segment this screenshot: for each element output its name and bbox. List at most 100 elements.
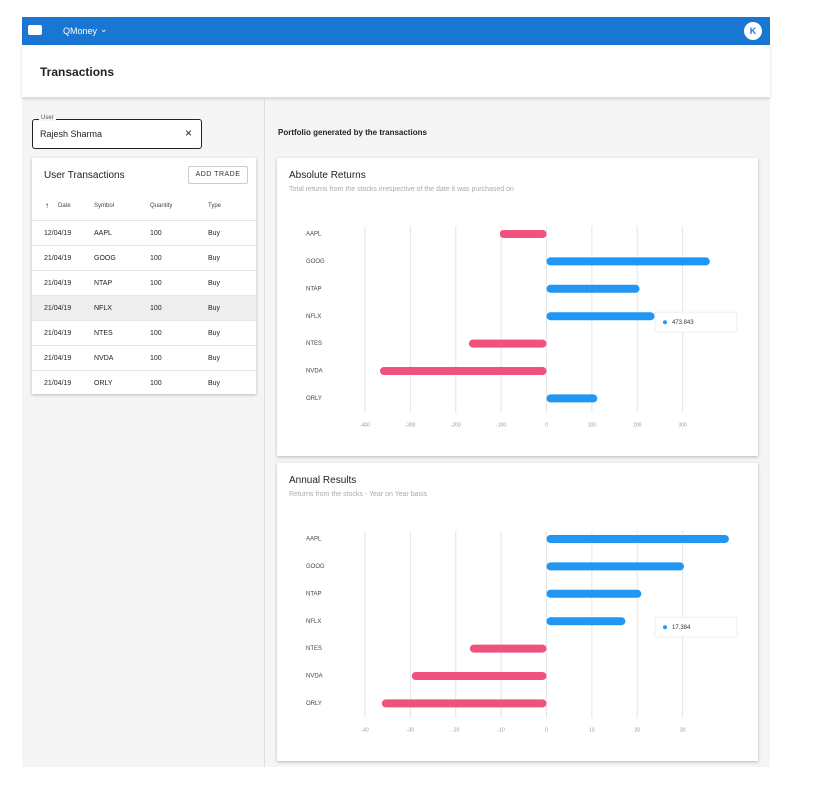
y-tick-label: ORLY [306, 396, 322, 402]
column-header[interactable]: Quantity [150, 203, 173, 209]
page-title: Transactions [40, 65, 115, 79]
tooltip-dot [663, 320, 667, 325]
chart-subtitle: Returns from the stocks - Year on Year b… [289, 491, 428, 498]
chart-card: Annual Results Returns from the stocks - … [277, 463, 758, 761]
chart-card: Absolute Returns Total returns from the s… [277, 158, 758, 456]
add-trade-button[interactable]: ADD TRADE [188, 166, 248, 184]
x-tick-label: -10 [498, 727, 505, 733]
y-tick-label: AAPL [306, 232, 322, 238]
table-cell: ORLY [94, 380, 113, 387]
field-label: User [39, 115, 56, 121]
x-tick-label: 200 [633, 422, 642, 428]
x-tick-label: 20 [634, 727, 640, 733]
table-cell: Buy [208, 280, 221, 287]
chart-title: Annual Results [289, 475, 357, 486]
transactions-card: User Transactions ADD TRADE Date Symbol Qu… [32, 158, 256, 394]
sort-arrow[interactable]: ↑ [45, 201, 49, 210]
table-cell: 21/04/19 [44, 355, 72, 362]
app: QMoney ⌄ K Transactions User Rajesh Shar… [22, 17, 770, 767]
title-bar: Transactions [22, 45, 770, 98]
table-cell: 100 [150, 355, 162, 362]
portfolio-heading: Portfolio generated by the transactions [278, 128, 427, 137]
bar [379, 367, 547, 375]
table-cell: 100 [150, 255, 162, 262]
y-tick-label: GOOG [306, 564, 325, 570]
x-tick-label: 300 [678, 422, 687, 428]
chart-title: Absolute Returns [289, 170, 366, 181]
tooltip-box [654, 616, 738, 638]
x-tick-label: 0 [545, 727, 548, 733]
x-tick-label: -30 [407, 727, 414, 733]
tooltip-dot [663, 625, 667, 630]
y-tick-label: NTAP [306, 286, 322, 292]
tooltip-value: 473.843 [672, 320, 694, 326]
y-tick-label: NTES [306, 646, 322, 652]
table-row[interactable]: 12/04/19 AAPL 100 Buy [32, 220, 256, 246]
x-tick-label: -400 [360, 422, 370, 428]
bar [469, 644, 547, 653]
x-tick-label: -300 [405, 422, 415, 428]
x-tick-label: 100 [588, 422, 597, 428]
table-cell: GOOG [94, 255, 116, 262]
bar [546, 589, 642, 598]
y-tick-label: GOOG [306, 259, 325, 265]
table-cell: Buy [208, 380, 221, 387]
x-tick-label: 30 [680, 727, 686, 733]
divider [264, 99, 265, 767]
x-tick-label: -40 [361, 727, 368, 733]
clear-button[interactable]: × [185, 126, 193, 140]
table-cell: 100 [150, 330, 162, 337]
table-row[interactable]: 21/04/19 NVDA 100 Buy [32, 345, 256, 371]
table-cell: 21/04/19 [44, 255, 72, 262]
chart: -400 -300 -200 -100 0 100 200 300 AAPL GOOG NTAP NF… [306, 226, 738, 428]
table-cell: 100 [150, 305, 162, 312]
x-tick-label: -20 [452, 727, 459, 733]
table-cell: NTES [94, 330, 113, 337]
y-tick-label: NVDA [306, 674, 323, 680]
card-title: User Transactions [44, 170, 125, 181]
table-row[interactable]: 21/04/19 NTAP 100 Buy [32, 270, 256, 296]
table-row[interactable]: 21/04/19 GOOG 100 Buy [32, 245, 256, 271]
field-value: Rajesh Sharma [40, 129, 103, 139]
bar [546, 284, 640, 293]
table-cell: Buy [208, 305, 221, 312]
bar [546, 394, 598, 403]
table-cell: Buy [208, 330, 221, 337]
y-tick-label: NTAP [306, 591, 322, 597]
y-tick-label: ORLY [306, 701, 322, 707]
table-cell: 12/04/19 [44, 230, 72, 237]
bar [411, 672, 547, 680]
table-cell: AAPL [94, 230, 112, 237]
x-tick-label: 0 [545, 422, 548, 428]
app-name[interactable]: QMoney [63, 26, 98, 36]
bar [546, 257, 710, 266]
table-row[interactable]: 21/04/19 NTES 100 Buy [32, 320, 256, 346]
table-cell: 100 [150, 230, 162, 237]
table-cell: Buy [208, 230, 221, 237]
app-bar: QMoney ⌄ K [22, 17, 770, 45]
dropdown-arrow[interactable]: ⌄ [100, 24, 108, 34]
y-tick-label: NFLX [306, 619, 321, 625]
table-row[interactable]: 21/04/19 NFLX 100 Buy [32, 295, 256, 321]
table-cell: 21/04/19 [44, 280, 72, 287]
table-cell: 21/04/19 [44, 330, 72, 337]
avatar[interactable]: K [744, 22, 762, 40]
tooltip-box [654, 311, 738, 333]
table-cell: 21/04/19 [44, 380, 72, 387]
chart: -40 -30 -20 -10 0 10 20 30 AAPL GOOG NTAP NFLX NTES N… [306, 531, 738, 733]
column-header[interactable]: Type [208, 203, 222, 209]
bar [499, 230, 547, 238]
table-cell: Buy [208, 355, 221, 362]
bar [381, 699, 547, 708]
bar [546, 312, 655, 321]
column-header[interactable]: Symbol [94, 203, 115, 209]
bar [546, 535, 729, 543]
table-cell: Buy [208, 255, 221, 262]
column-header[interactable]: Date [58, 203, 71, 209]
x-tick-label: 10 [589, 727, 595, 733]
table-cell: NTAP [94, 280, 113, 287]
user-field[interactable]: User Rajesh Sharma × [32, 115, 202, 149]
table-row[interactable]: 21/04/19 ORLY 100 Buy [32, 370, 256, 396]
table-cell: 100 [150, 380, 162, 387]
